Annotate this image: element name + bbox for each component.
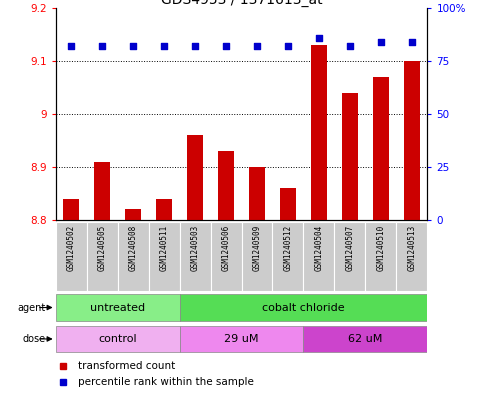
Text: GSM1240506: GSM1240506 xyxy=(222,225,230,271)
Bar xyxy=(187,135,203,220)
Bar xyxy=(156,199,172,220)
Text: dose: dose xyxy=(23,334,46,344)
Point xyxy=(315,35,323,41)
Text: GSM1240503: GSM1240503 xyxy=(190,225,199,271)
Text: GSM1240511: GSM1240511 xyxy=(159,225,169,271)
Text: cobalt chloride: cobalt chloride xyxy=(262,303,345,312)
Point xyxy=(191,43,199,49)
Bar xyxy=(280,188,296,220)
Bar xyxy=(180,222,211,291)
Point xyxy=(160,43,168,49)
Text: GSM1240505: GSM1240505 xyxy=(98,225,107,271)
Bar xyxy=(397,222,427,291)
Text: GSM1240509: GSM1240509 xyxy=(253,225,261,271)
Bar xyxy=(56,294,180,321)
Point xyxy=(377,39,385,45)
Point xyxy=(222,43,230,49)
Bar xyxy=(334,222,366,291)
Bar xyxy=(56,326,180,352)
Point xyxy=(284,43,292,49)
Point xyxy=(67,43,75,49)
Text: GSM1240508: GSM1240508 xyxy=(128,225,138,271)
Text: GSM1240507: GSM1240507 xyxy=(345,225,355,271)
Bar xyxy=(56,222,86,291)
Bar xyxy=(272,222,303,291)
Bar xyxy=(117,222,149,291)
Text: GSM1240512: GSM1240512 xyxy=(284,225,293,271)
Point xyxy=(98,43,106,49)
Text: GSM1240504: GSM1240504 xyxy=(314,225,324,271)
Point xyxy=(253,43,261,49)
Text: 62 uM: 62 uM xyxy=(348,334,383,344)
Bar xyxy=(342,93,358,220)
Bar xyxy=(94,162,110,220)
Bar xyxy=(218,151,234,220)
Bar xyxy=(303,222,334,291)
Bar xyxy=(311,45,327,220)
Text: GSM1240510: GSM1240510 xyxy=(376,225,385,271)
Bar xyxy=(149,222,180,291)
Text: agent: agent xyxy=(18,303,46,312)
Bar xyxy=(86,222,117,291)
Bar xyxy=(125,209,141,220)
Bar xyxy=(249,167,265,220)
Text: control: control xyxy=(98,334,137,344)
Bar xyxy=(366,222,397,291)
Point xyxy=(408,39,416,45)
Bar xyxy=(303,326,427,352)
Text: untreated: untreated xyxy=(90,303,145,312)
Text: percentile rank within the sample: percentile rank within the sample xyxy=(78,377,254,387)
Text: GSM1240502: GSM1240502 xyxy=(67,225,75,271)
Title: GDS4953 / 1371613_at: GDS4953 / 1371613_at xyxy=(161,0,322,7)
Bar xyxy=(180,326,303,352)
Text: GSM1240513: GSM1240513 xyxy=(408,225,416,271)
Bar xyxy=(180,294,427,321)
Bar xyxy=(211,222,242,291)
Text: 29 uM: 29 uM xyxy=(224,334,259,344)
Point xyxy=(346,43,354,49)
Text: transformed count: transformed count xyxy=(78,361,175,371)
Bar xyxy=(242,222,272,291)
Bar xyxy=(373,77,389,220)
Point xyxy=(129,43,137,49)
Bar xyxy=(63,199,79,220)
Bar xyxy=(404,61,420,220)
